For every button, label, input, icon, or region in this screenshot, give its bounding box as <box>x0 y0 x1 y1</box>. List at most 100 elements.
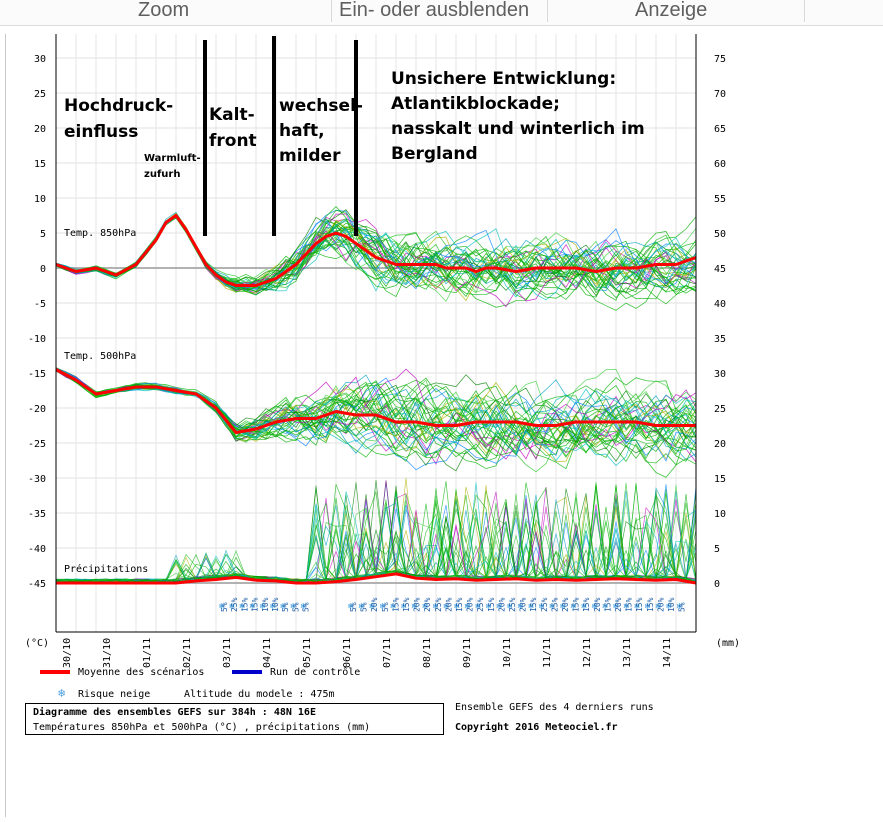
snow-icon: ❄ <box>250 602 256 612</box>
snow-icon: ❄ <box>602 602 608 612</box>
snow-risk-label: 25% <box>476 597 485 612</box>
x-date-label: 05/11 <box>302 638 313 668</box>
snow-icon: ❄ <box>348 602 354 612</box>
snow-risk-label: 20% <box>413 597 422 612</box>
snow-icon: ❄ <box>301 602 307 612</box>
annotation-unsicher: Bergland <box>391 144 478 164</box>
snow-icon: ❄ <box>475 602 481 612</box>
snow-icon: ❄ <box>401 602 407 612</box>
snow-risk-label: 15% <box>635 597 644 612</box>
y-right-tick: 20 <box>714 439 726 450</box>
snow-risk-label: 20% <box>593 597 602 612</box>
snow-risk-label: 5% <box>302 602 311 612</box>
snow-icon: ❄ <box>677 602 683 612</box>
footer-copyright: Copyright 2016 Meteociel.fr <box>455 721 618 733</box>
snow-risk-label: 20% <box>561 597 570 612</box>
snow-risk-label: 5% <box>349 602 358 612</box>
ensemble-chart: 302520151050-5-10-15-20-25-30-35-40-4575… <box>6 34 883 817</box>
snow-icon: ❄ <box>486 602 492 612</box>
snow-icon: ❄ <box>290 602 296 612</box>
y-right-tick: 5 <box>714 544 720 555</box>
snow-risk-label: 5% <box>281 602 290 612</box>
mean-lines <box>55 214 697 585</box>
snow-icon: ❄ <box>539 602 545 612</box>
mean-line-t850 <box>55 214 697 287</box>
y-left-tick: -15 <box>28 369 46 380</box>
display-button[interactable]: Anzeige <box>635 0 708 21</box>
snow-icon: ❄ <box>270 602 276 612</box>
x-date-label: 31/10 <box>102 638 113 668</box>
legend-mean-label: Moyenne des scénarios <box>78 666 204 678</box>
ensemble-member-precip <box>55 494 697 583</box>
y-right-tick: 65 <box>714 124 726 135</box>
chart-axes <box>55 34 697 633</box>
legend-altitude: Altitude du modele : 475m <box>184 689 335 700</box>
ensemble-member-line <box>55 369 697 462</box>
snow-risk-label: 15% <box>582 597 591 612</box>
snow-risk-label: 15% <box>251 597 260 612</box>
x-date-label: 03/11 <box>222 638 233 668</box>
snow-risk-label: 5% <box>360 602 369 612</box>
x-date-label: 30/10 <box>62 638 73 668</box>
x-date-label: 08/11 <box>422 638 433 668</box>
snow-icon: ❄ <box>666 602 672 612</box>
snow-icon: ❄ <box>613 602 619 612</box>
toolbar-separator <box>547 0 548 22</box>
snow-risk-label: 10% <box>667 597 676 612</box>
annotation-warmluft: Warmluft- <box>144 153 201 164</box>
x-date-label: 06/11 <box>342 638 353 668</box>
image-viewer-toolbar: Zoom Ein- oder ausblenden Anzeige <box>0 0 883 26</box>
ensemble-member-precip <box>55 482 697 583</box>
snow-icon: ❄ <box>454 602 460 612</box>
ensemble-member-line <box>55 370 697 467</box>
snow-icon: ❄ <box>465 602 471 612</box>
y-left-tick: 20 <box>34 124 46 135</box>
legend-control-label: Run de contrôle <box>270 666 360 678</box>
chart-subtitle: Températures 850hPa et 500hPa (°C) , pré… <box>33 721 370 733</box>
toggle-visibility-button[interactable]: Ein- oder ausblenden <box>339 0 530 21</box>
snow-icon: ❄ <box>229 602 235 612</box>
chart-title: Diagramme des ensembles GEFS sur 384h : … <box>33 706 316 718</box>
snow-risk-label: 5% <box>381 602 390 612</box>
x-date-label: 10/11 <box>502 638 513 668</box>
snow-risk-label: 20% <box>519 597 528 612</box>
snow-risk-row: ❄5% ❄25% ❄15% ❄15% ❄10% ❄10% ❄5% ❄5% ❄5% ❄5% ❄5% ❄2… <box>219 597 687 612</box>
y-right-tick: 15 <box>714 474 726 485</box>
y-right-tick: 35 <box>714 334 726 345</box>
title-box <box>25 703 444 735</box>
snow-icon: ❄ <box>624 602 630 612</box>
snow-risk-label: 25% <box>540 597 549 612</box>
snow-risk-label: 25% <box>434 597 443 612</box>
snow-icon: ❄ <box>634 602 640 612</box>
snow-risk-label: 25% <box>508 597 517 612</box>
annotation-kaltfront: Kalt- <box>209 105 255 125</box>
x-date-label: 11/11 <box>542 638 553 668</box>
snow-risk-label: 15% <box>487 597 496 612</box>
ensemble-member-line <box>55 211 697 290</box>
snow-icon: ❄ <box>507 602 513 612</box>
y-right-tick: 45 <box>714 264 726 275</box>
legend-snow-label: Risque neige <box>78 689 150 700</box>
x-date-label: 02/11 <box>182 638 193 668</box>
snow-risk-label: 15% <box>625 597 634 612</box>
zoom-button[interactable]: Zoom <box>138 0 190 21</box>
annotation-unsicher: Unsichere Entwicklung: <box>391 69 616 89</box>
y-right-tick: 60 <box>714 159 726 170</box>
snow-risk-label: 5% <box>291 602 300 612</box>
snow-risk-label: 15% <box>529 597 538 612</box>
snow-icon: ❄ <box>380 602 386 612</box>
snow-risk-label: 15% <box>391 597 400 612</box>
snow-icon: ❄ <box>369 602 375 612</box>
y-left-tick: -25 <box>28 439 46 450</box>
snow-risk-label: 5% <box>678 602 687 612</box>
label-t500: Temp. 500hPa <box>64 351 136 362</box>
snow-icon: ❄ <box>528 602 534 612</box>
snow-risk-label: 20% <box>423 597 432 612</box>
y-left-tick: -5 <box>34 299 46 310</box>
y-right-tick: 10 <box>714 509 726 520</box>
x-date-label: 13/11 <box>622 638 633 668</box>
snow-icon: ❄ <box>581 602 587 612</box>
snow-icon: ❄ <box>390 602 396 612</box>
snow-risk-label: 20% <box>466 597 475 612</box>
annotation-warmluft: zufurh <box>144 169 180 180</box>
